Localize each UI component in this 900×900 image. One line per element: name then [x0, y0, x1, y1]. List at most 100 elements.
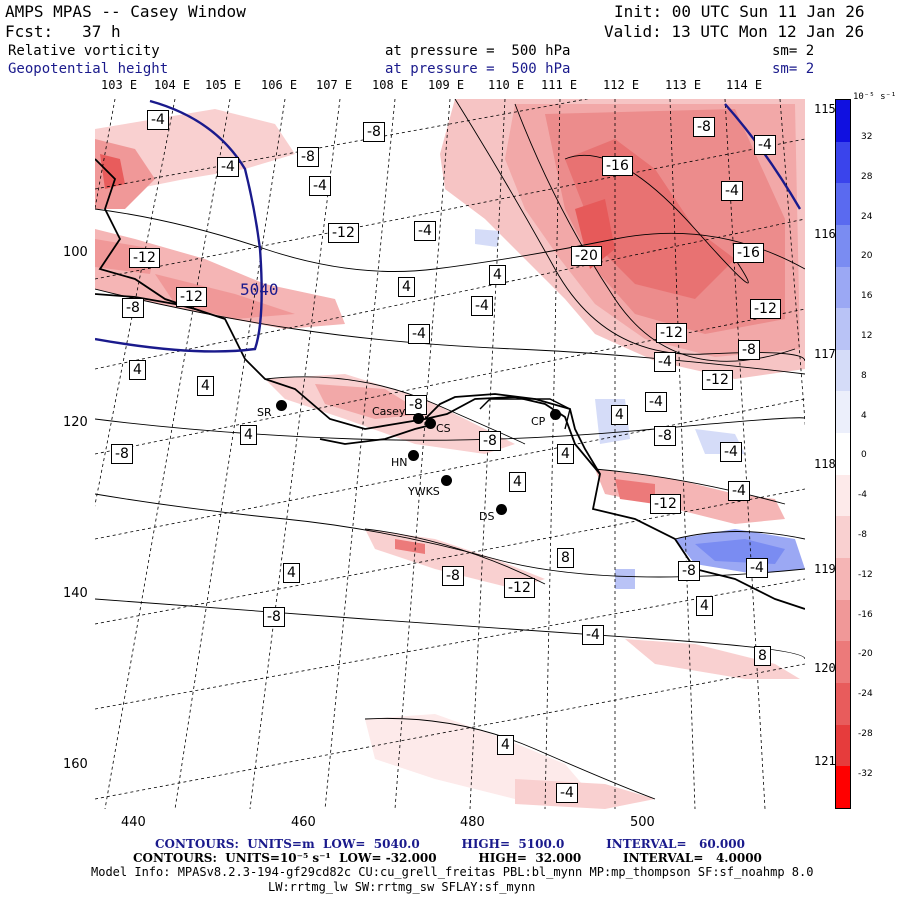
field1-level: at pressure = 500 hPa	[385, 43, 571, 59]
left-axis-tick: 140	[63, 586, 88, 601]
colorbar-segment	[836, 349, 850, 392]
colorbar-segment	[836, 558, 850, 600]
top-longitude-label: 105 E	[205, 78, 242, 92]
station-label: CS	[436, 422, 451, 435]
top-longitude-label: 114 E	[726, 78, 763, 92]
station-dot[interactable]	[550, 409, 561, 420]
contour-value-label: 4	[509, 472, 526, 492]
colorbar-segment	[836, 599, 850, 642]
contour-value-label: -12	[702, 370, 733, 390]
contour-value-label: 4	[398, 277, 415, 297]
field1-smoothing: sm= 2	[772, 43, 815, 59]
colorbar-segment	[836, 724, 850, 767]
left-axis-tick: 160	[63, 757, 88, 772]
map-panel[interactable]	[95, 99, 805, 809]
contour-value-label: -12	[328, 223, 359, 243]
colorbar-tick: 32	[861, 132, 873, 142]
init-time: Init: 00 UTC Sun 11 Jan 26	[614, 2, 865, 21]
contour-value-label: -8	[654, 426, 676, 446]
contour-value-label: -4	[147, 110, 169, 130]
contour-value-label: -16	[733, 243, 764, 263]
colorbar-segment	[836, 100, 850, 142]
contour-value-label: 4	[557, 444, 574, 464]
station-dot[interactable]	[496, 504, 507, 515]
contour-value-label: -8	[405, 395, 427, 415]
station-dot[interactable]	[413, 413, 424, 424]
top-longitude-label: 108 E	[372, 78, 409, 92]
colorbar-tick: -4	[858, 490, 867, 501]
contour-value-label: -8	[263, 607, 285, 627]
top-longitude-label: 107 E	[316, 78, 353, 92]
colorbar-segment	[836, 433, 850, 475]
contour-value-label: -4	[721, 181, 743, 201]
contour-value-label: -8	[363, 122, 385, 142]
contour-value-label: -12	[504, 578, 535, 598]
station-dot[interactable]	[441, 475, 452, 486]
contour-value-label: 4	[240, 425, 257, 445]
contour-value-label: -8	[738, 340, 760, 360]
footer-physics-info: LW:rrtmg_lw SW:rrtmg_sw SFLAY:sf_mynn	[268, 880, 536, 894]
colorbar-segment	[836, 474, 850, 517]
contour-value-label: -4	[720, 442, 742, 462]
station-label: Casey	[372, 405, 406, 418]
contour-value-label: -4	[408, 324, 430, 344]
map-canvas	[95, 99, 805, 809]
left-axis-tick: 100	[63, 245, 88, 260]
colorbar-tick: 20	[861, 251, 873, 262]
station-label: SR	[257, 406, 272, 419]
station-label: DS	[479, 510, 495, 523]
height-contour-label: 5040	[240, 280, 279, 299]
colorbar-tick: -28	[858, 729, 873, 739]
contour-value-label: -12	[650, 494, 681, 514]
footer-height-contours: CONTOURS: UNITS=m LOW= 5040.0 HIGH= 5100…	[155, 837, 745, 851]
contour-value-label: -4	[556, 783, 578, 803]
contour-value-label: -4	[217, 157, 239, 177]
colorbar-segment	[836, 141, 850, 184]
contour-value-label: 8	[754, 646, 771, 666]
top-longitude-label: 113 E	[665, 78, 702, 92]
contour-value-label: -8	[111, 444, 133, 464]
contour-value-label: -8	[122, 298, 144, 318]
colorbar-segment	[836, 682, 850, 725]
station-label: YWKS	[408, 485, 440, 498]
top-longitude-label: 112 E	[603, 78, 640, 92]
colorbar-tick: 12	[861, 331, 873, 341]
station-dot[interactable]	[425, 418, 436, 429]
station-dot[interactable]	[276, 400, 287, 411]
contour-value-label: 4	[283, 563, 300, 583]
contour-value-label: 8	[557, 548, 574, 568]
contour-value-label: -8	[678, 561, 700, 581]
colorbar-segment	[836, 224, 850, 267]
top-longitude-label: 109 E	[428, 78, 465, 92]
contour-value-label: -4	[754, 135, 776, 155]
contour-value-label: 4	[129, 360, 146, 380]
forecast-hour: Fcst: 37 h	[5, 22, 121, 41]
contour-value-label: -12	[750, 299, 781, 319]
contour-value-label: -4	[309, 176, 331, 196]
bottom-axis-tick: 500	[630, 815, 655, 830]
colorbar-tick: 28	[861, 171, 873, 182]
colorbar-segment	[836, 266, 850, 309]
contour-value-label: -8	[479, 431, 501, 451]
valid-time: Valid: 13 UTC Mon 12 Jan 26	[604, 22, 865, 41]
field1-name: Relative vorticity	[8, 43, 160, 59]
station-dot[interactable]	[408, 450, 419, 461]
colorbar-tick: 16	[861, 291, 873, 302]
contour-value-label: 4	[497, 735, 514, 755]
colorbar-tick: -12	[858, 569, 873, 580]
contour-value-label: -4	[414, 221, 436, 241]
bottom-axis-tick: 480	[460, 815, 485, 830]
bottom-axis-tick: 460	[291, 815, 316, 830]
contour-value-label: -12	[176, 287, 207, 307]
contour-value-label: 4	[611, 405, 628, 425]
contour-value-label: -8	[693, 117, 715, 137]
colorbar-segment	[836, 308, 850, 350]
colorbar-tick: -20	[858, 649, 873, 660]
colorbar-segment	[836, 516, 850, 559]
contour-value-label: -8	[297, 147, 319, 167]
colorbar-tick: -8	[858, 530, 867, 540]
contour-value-label: -20	[571, 246, 602, 266]
contour-value-label: -4	[654, 352, 676, 372]
colorbar-segment	[836, 766, 850, 808]
contour-value-label: -16	[602, 156, 633, 176]
